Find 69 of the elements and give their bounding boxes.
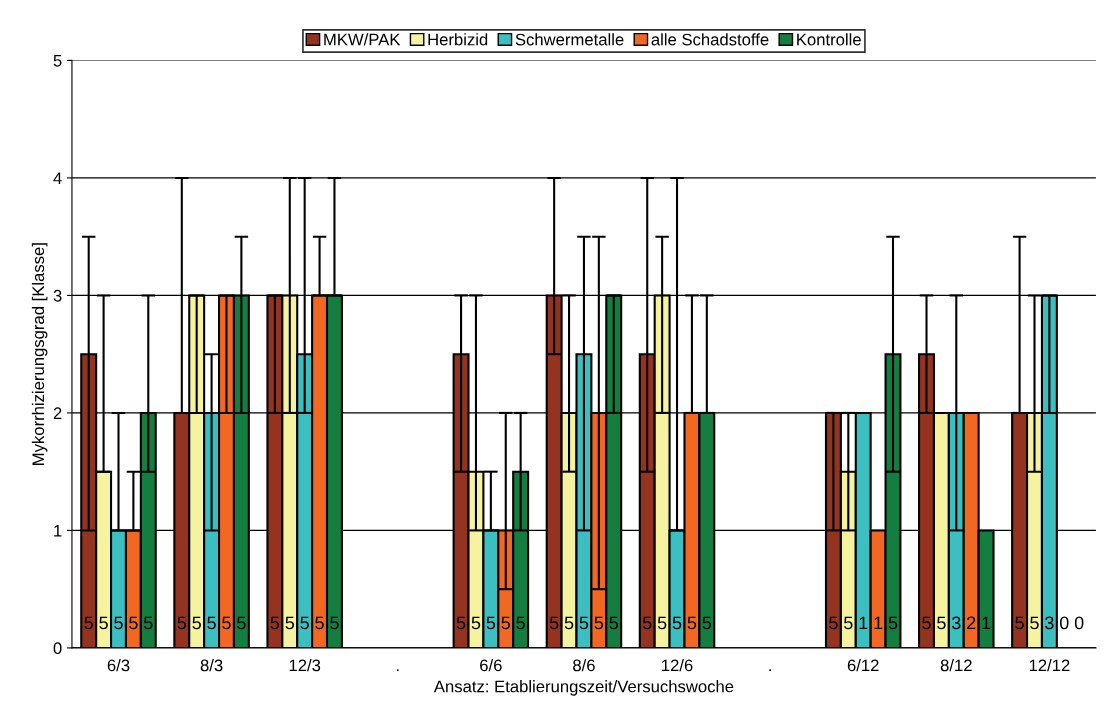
annotation: 5 <box>315 616 324 630</box>
annotation: 5 <box>1030 616 1039 630</box>
annotation: 5 <box>937 616 946 630</box>
annotation: 5 <box>285 616 295 630</box>
annotation: 5 <box>687 616 697 630</box>
x-tick-label: 6/12 <box>847 659 879 672</box>
x-tick-label: . <box>396 669 399 672</box>
annotation: 0 <box>1059 616 1069 630</box>
x-tick-label: 12/12 <box>1029 659 1070 672</box>
legend-label: alle Schadstoffe <box>651 33 769 46</box>
annotation: 3 <box>1045 616 1054 630</box>
annotation: 5 <box>456 616 466 630</box>
annotation: 5 <box>177 616 187 630</box>
legend-label: Schwermetalle <box>515 33 624 46</box>
y-axis-title: Mykorrhizierungsgrad [Klasse] <box>31 243 48 465</box>
annotation: 5 <box>888 616 898 630</box>
x-tick-label: 6/6 <box>480 659 502 672</box>
x-tick-label: 12/6 <box>662 659 693 672</box>
annotation: 5 <box>501 616 511 630</box>
annotation: 5 <box>486 616 496 630</box>
y-tick-label: 1 <box>54 524 62 537</box>
annotation: 5 <box>702 616 712 630</box>
x-axis-title: Ansatz: Etablierungszeit/Versuchswoche <box>433 680 734 696</box>
annotation: 5 <box>99 616 108 630</box>
x-tick-label: 6/3 <box>107 659 130 672</box>
annotation: 5 <box>672 616 682 630</box>
x-tick-label: . <box>769 669 771 672</box>
annotation: 5 <box>300 616 309 630</box>
annotation: 0 <box>1074 616 1084 630</box>
annotation: 5 <box>657 616 667 630</box>
annotation: 5 <box>1015 616 1024 630</box>
x-tick-label: 12/3 <box>289 659 321 672</box>
annotation: 5 <box>579 616 589 630</box>
annotation: 5 <box>594 616 604 630</box>
annotation: 1 <box>874 616 883 630</box>
annotation: 5 <box>84 616 93 630</box>
annotation: 2 <box>967 616 976 630</box>
legend-label: Kontrolle <box>797 33 861 46</box>
annotation: 3 <box>951 616 961 630</box>
annotation: 5 <box>143 616 153 630</box>
y-tick-label: 5 <box>53 55 62 67</box>
annotation: 5 <box>192 616 201 630</box>
annotation: 5 <box>330 616 339 630</box>
annotation: 5 <box>237 616 246 630</box>
annotation: 5 <box>114 616 123 630</box>
annotation: 5 <box>829 616 838 630</box>
annotation: 1 <box>859 616 868 630</box>
x-tick-label: 8/3 <box>200 659 223 672</box>
annotation: 5 <box>270 616 280 630</box>
y-tick-label: 4 <box>53 172 62 184</box>
legend-label: Herbizid <box>428 33 488 46</box>
y-tick-label: 0 <box>53 642 62 655</box>
x-tick-label: 8/6 <box>573 659 595 672</box>
annotation: 5 <box>564 616 574 630</box>
annotation: 5 <box>642 616 652 630</box>
annotation: 5 <box>129 616 138 630</box>
legend-label: MKW/PAK <box>324 33 401 46</box>
y-tick-label: 3 <box>53 289 62 302</box>
y-tick-label: 2 <box>53 407 62 419</box>
annotation: 5 <box>844 616 853 630</box>
annotation: 5 <box>471 616 481 630</box>
x-tick-label: 8/12 <box>940 659 972 672</box>
annotation: 5 <box>516 616 525 630</box>
annotation: 5 <box>222 616 231 630</box>
annotation: 5 <box>922 616 931 630</box>
annotation: 5 <box>549 616 559 630</box>
annotation: 1 <box>982 616 991 630</box>
annotation: 5 <box>609 616 618 630</box>
annotation: 5 <box>207 616 216 630</box>
